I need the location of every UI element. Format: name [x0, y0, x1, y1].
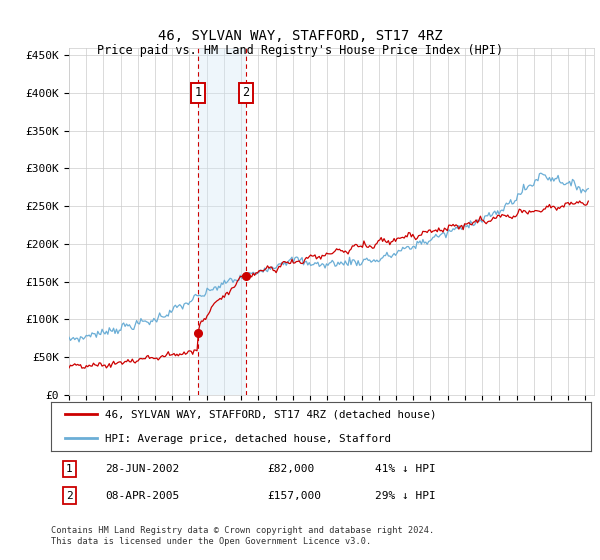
Text: 2: 2: [66, 491, 73, 501]
Text: £82,000: £82,000: [267, 464, 314, 474]
Text: 1: 1: [66, 464, 73, 474]
Text: 46, SYLVAN WAY, STAFFORD, ST17 4RZ: 46, SYLVAN WAY, STAFFORD, ST17 4RZ: [158, 29, 442, 44]
Text: 28-JUN-2002: 28-JUN-2002: [105, 464, 179, 474]
Text: 1: 1: [194, 86, 202, 99]
Text: £157,000: £157,000: [267, 491, 321, 501]
Text: 08-APR-2005: 08-APR-2005: [105, 491, 179, 501]
Text: 29% ↓ HPI: 29% ↓ HPI: [375, 491, 436, 501]
Text: Price paid vs. HM Land Registry's House Price Index (HPI): Price paid vs. HM Land Registry's House …: [97, 44, 503, 57]
Text: 41% ↓ HPI: 41% ↓ HPI: [375, 464, 436, 474]
Bar: [198, 48, 246, 395]
Text: 2: 2: [242, 86, 250, 99]
Text: 46, SYLVAN WAY, STAFFORD, ST17 4RZ (detached house): 46, SYLVAN WAY, STAFFORD, ST17 4RZ (deta…: [105, 409, 437, 419]
Text: HPI: Average price, detached house, Stafford: HPI: Average price, detached house, Staf…: [105, 434, 391, 444]
Text: Contains HM Land Registry data © Crown copyright and database right 2024.
This d: Contains HM Land Registry data © Crown c…: [51, 526, 434, 546]
